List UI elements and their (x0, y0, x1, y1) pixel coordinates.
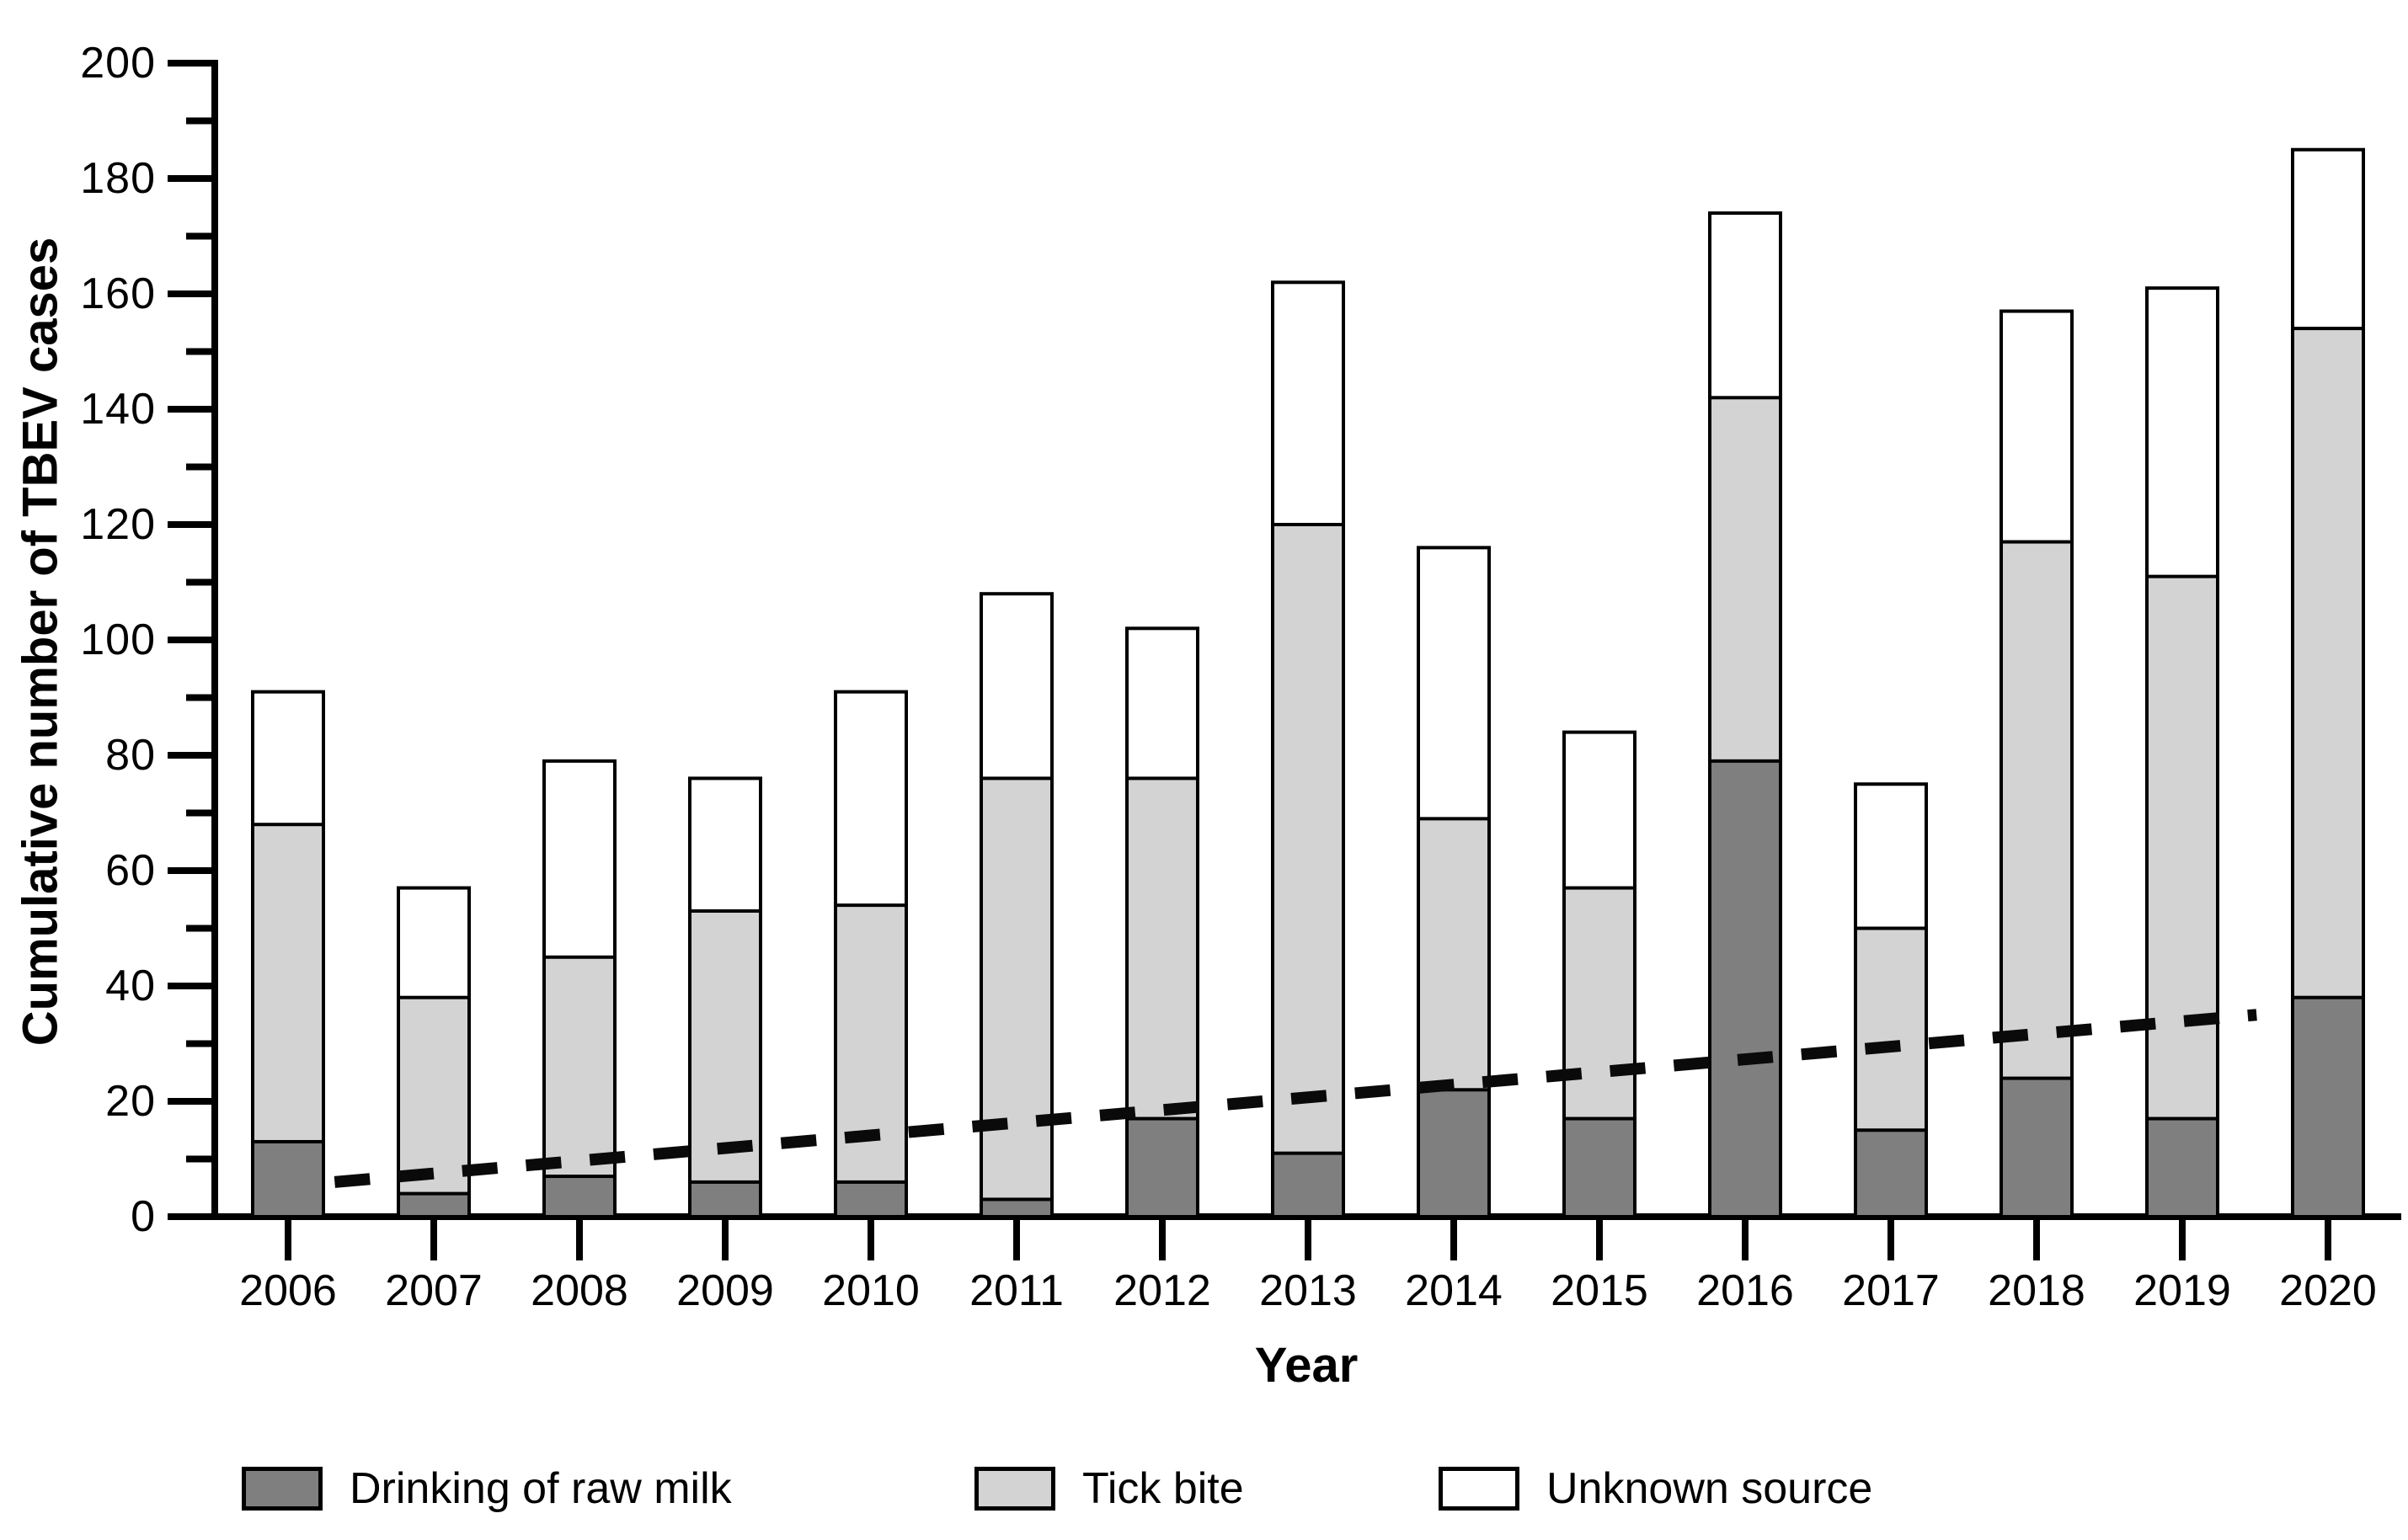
raw-milk-swatch-icon (242, 1467, 323, 1511)
y-tick-label: 60 (105, 846, 156, 895)
y-minor-tick (186, 463, 215, 471)
bar-segment-2015-raw-milk (1562, 1116, 1636, 1219)
bar-segment-2011-tick-bite (980, 776, 1054, 1218)
x-axis-title: Year (1254, 1338, 1359, 1393)
y-minor-tick (186, 1155, 215, 1163)
x-tick-label-2015: 2015 (1551, 1266, 1648, 1315)
y-major-tick (168, 175, 215, 182)
bar-segment-2012-raw-milk (1125, 1116, 1199, 1219)
y-tick-label: 40 (105, 962, 156, 1010)
y-major-tick (168, 983, 215, 989)
bar-segment-2009-raw-milk (688, 1180, 762, 1219)
y-tick-label: 180 (80, 154, 156, 203)
y-minor-tick (186, 1040, 215, 1047)
x-tick (2325, 1220, 2331, 1260)
y-major-tick (168, 1098, 215, 1105)
x-tick-label-2007: 2007 (385, 1266, 483, 1315)
y-major-tick (168, 290, 215, 297)
bar-segment-2011-raw-milk (980, 1197, 1054, 1218)
x-tick (868, 1220, 874, 1260)
bar-segment-2008-tick-bite (542, 955, 617, 1218)
x-tick (430, 1220, 437, 1260)
y-tick-label: 80 (105, 731, 156, 780)
x-tick (2033, 1220, 2040, 1260)
x-tick (1013, 1220, 1020, 1260)
x-tick-label-2019: 2019 (2133, 1266, 2231, 1315)
bar-segment-2008-raw-milk (542, 1175, 617, 1219)
y-major-tick (168, 521, 215, 528)
y-tick-label: 200 (80, 39, 156, 88)
y-minor-tick (186, 809, 215, 817)
bar-segment-2017-raw-milk (1854, 1128, 1928, 1218)
x-tick (576, 1220, 583, 1260)
bar-segment-2020-raw-milk (2291, 995, 2365, 1218)
bar-segment-2007-tick-bite (397, 995, 471, 1218)
y-major-tick (168, 637, 215, 643)
x-tick-label-2008: 2008 (531, 1266, 628, 1315)
y-minor-tick (186, 348, 215, 355)
x-tick-label-2010: 2010 (822, 1266, 920, 1315)
x-tick-label-2006: 2006 (239, 1266, 337, 1315)
y-tick-label: 100 (80, 615, 156, 664)
x-tick-label-2009: 2009 (676, 1266, 774, 1315)
trend-dashed-line (334, 1009, 2257, 1188)
y-major-tick (168, 60, 215, 67)
x-tick (2179, 1220, 2186, 1260)
y-minor-tick (186, 117, 215, 125)
y-major-tick (168, 752, 215, 759)
tick-bite-swatch-icon (974, 1467, 1055, 1511)
bar-segment-2010-raw-milk (834, 1180, 908, 1219)
bar-segment-2006-raw-milk (251, 1139, 325, 1218)
y-minor-tick (186, 232, 215, 240)
y-minor-tick (186, 578, 215, 586)
bar-segment-2007-raw-milk (397, 1191, 471, 1218)
legend-label: Tick bite (1082, 1464, 1244, 1513)
bar-segment-2009-tick-bite (688, 909, 762, 1218)
x-tick (1596, 1220, 1603, 1260)
bar-segment-2013-raw-milk (1271, 1151, 1345, 1219)
y-major-tick (168, 1213, 215, 1220)
x-tick-label-2018: 2018 (1988, 1266, 2085, 1315)
y-major-tick (168, 867, 215, 874)
unknown-source-swatch-icon (1439, 1467, 1519, 1511)
x-tick (1159, 1220, 1166, 1260)
y-minor-tick (186, 925, 215, 932)
legend-label: Unknown source (1546, 1464, 1873, 1513)
y-tick-label: 160 (80, 269, 156, 318)
bar-segment-2016-raw-milk (1708, 759, 1782, 1218)
x-tick-label-2014: 2014 (1405, 1266, 1503, 1315)
x-tick-label-2017: 2017 (1842, 1266, 1940, 1315)
x-tick-label-2013: 2013 (1259, 1266, 1357, 1315)
bar-segment-2019-tick-bite (2145, 574, 2219, 1218)
x-tick-label-2020: 2020 (2279, 1266, 2377, 1315)
x-tick (722, 1220, 729, 1260)
bar-segment-2014-raw-milk (1417, 1088, 1491, 1219)
bar-segment-2018-raw-milk (2000, 1076, 2074, 1218)
x-tick-label-2016: 2016 (1696, 1266, 1794, 1315)
x-tick (1887, 1220, 1894, 1260)
x-tick (285, 1220, 291, 1260)
y-major-tick (168, 406, 215, 413)
y-tick-label: 20 (105, 1077, 156, 1126)
y-axis-title: Cumulative number of TBEV cases (13, 237, 68, 1047)
x-tick (1742, 1220, 1749, 1260)
legend-label: Drinking of raw milk (350, 1464, 732, 1513)
x-tick-label-2012: 2012 (1113, 1266, 1211, 1315)
bar-segment-2019-raw-milk (2145, 1116, 2219, 1219)
x-tick (1305, 1220, 1311, 1260)
y-tick-label: 140 (80, 385, 156, 434)
y-tick-label: 120 (80, 500, 156, 549)
x-tick (1450, 1220, 1457, 1260)
bar-segment-2010-tick-bite (834, 903, 908, 1218)
x-tick-label-2011: 2011 (969, 1266, 1064, 1315)
y-tick-label: 0 (131, 1192, 156, 1241)
bar-segment-2013-tick-bite (1271, 523, 1345, 1218)
y-minor-tick (186, 694, 215, 701)
